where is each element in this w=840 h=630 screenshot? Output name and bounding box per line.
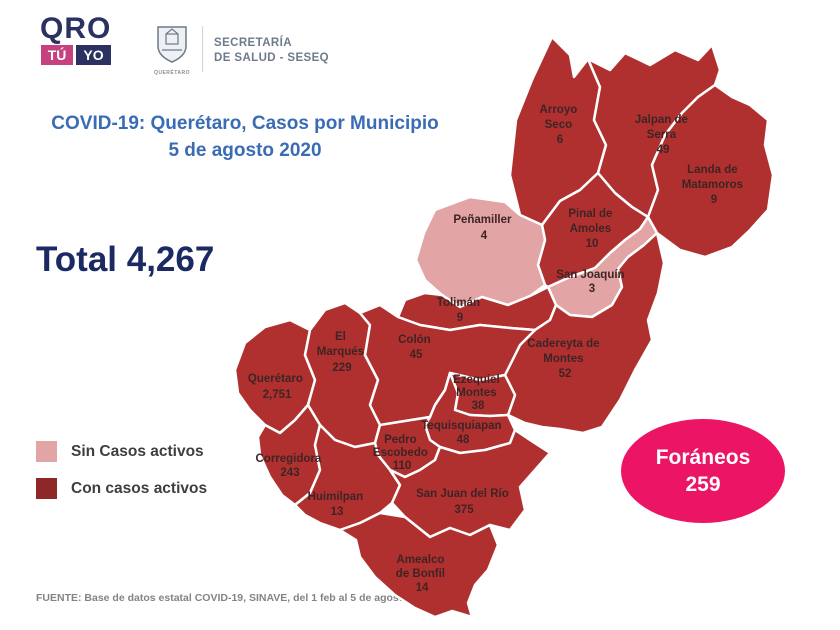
label-cadereyta-de-montes: Cadereyta de Montes 52 — [527, 338, 602, 380]
qro-logo: QRO TÚ YO — [40, 14, 111, 65]
secretaria-line1: SECRETARÍA — [214, 37, 292, 49]
title-line2: 5 de agosto 2020 — [168, 140, 322, 161]
legend-swatch-sin-casos — [36, 441, 57, 462]
qro-logo-text: QRO — [40, 12, 112, 45]
secretaria-title: SECRETARÍA DE SALUD - SESEQ — [214, 36, 329, 66]
foraneos-value: 259 — [685, 473, 721, 496]
foraneos-label: Foráneos — [655, 446, 751, 469]
page-title: COVID-19: Querétaro, Casos por Municipio… — [20, 110, 470, 164]
foraneos-badge: Foráneos 259 — [621, 419, 785, 523]
legend-item-sin-casos: Sin Casos activos — [36, 441, 207, 462]
queretaro-municipality-map: Arroyo Seco 6 Jalpan de Serra 49 Landa d… — [233, 35, 775, 619]
source-note: FUENTE: Base de datos estatal COVID-19, … — [36, 592, 435, 604]
crest-shield-icon — [157, 26, 187, 63]
label-corregidora: Corregidora 243 — [255, 453, 324, 479]
legend-label-con-casos: Con casos activos — [71, 479, 208, 497]
label-tequisquiapan: Tequisquiapan 48 — [421, 420, 505, 446]
header-divider — [202, 26, 203, 72]
legend-item-con-casos: Con casos activos — [36, 478, 207, 499]
legend-label-sin-casos: Sin Casos activos — [71, 442, 204, 460]
label-penamiller: Peñamiller 4 — [453, 214, 514, 242]
logo-yo-badge: YO — [76, 45, 111, 65]
label-pedro-escobedo: Pedro Escobedo 110 — [373, 434, 431, 472]
label-huimilpan: Huimilpan 13 — [308, 491, 367, 518]
label-amealco-de-bonfil: Amealco de Bonfil 14 — [396, 554, 448, 594]
label-ezequiel-montes: Ezequiel Montes 38 — [453, 374, 503, 412]
total-cases: Total 4,267 — [36, 240, 215, 279]
label-san-juan-del-rio: San Juan del Río 375 — [416, 488, 512, 516]
region-landa-de-matamoros — [646, 83, 775, 259]
legend: Sin Casos activos Con casos activos — [36, 441, 207, 515]
legend-swatch-con-casos — [36, 478, 57, 499]
label-pinal-de-amoles: Pinal de Amoles 10 — [568, 208, 615, 250]
logo-tu-badge: TÚ — [40, 45, 74, 65]
queretaro-crest: QUERÉTARO — [150, 24, 194, 76]
label-el-marques: El Marqués 229 — [317, 331, 368, 374]
crest-caption: QUERÉTARO — [153, 70, 191, 76]
label-toliman: Tolimán 9 — [437, 297, 483, 324]
secretaria-line2: DE SALUD - SESEQ — [214, 52, 330, 64]
region-amealco-de-bonfil — [338, 511, 500, 619]
label-jalpan-de-serra: Jalpan de Serra 49 — [635, 114, 691, 156]
title-line1: COVID-19: Querétaro, Casos por Municipio — [51, 113, 439, 134]
label-landa-de-matamoros: Landa de Matamoros 9 — [682, 164, 747, 206]
label-queretaro: Querétaro 2,751 — [248, 373, 306, 401]
label-colon: Colón 45 — [398, 334, 434, 361]
label-san-joaquin: San Joaquín 3 — [556, 269, 628, 295]
label-arroyo-seco: Arroyo Seco 6 — [540, 104, 581, 146]
